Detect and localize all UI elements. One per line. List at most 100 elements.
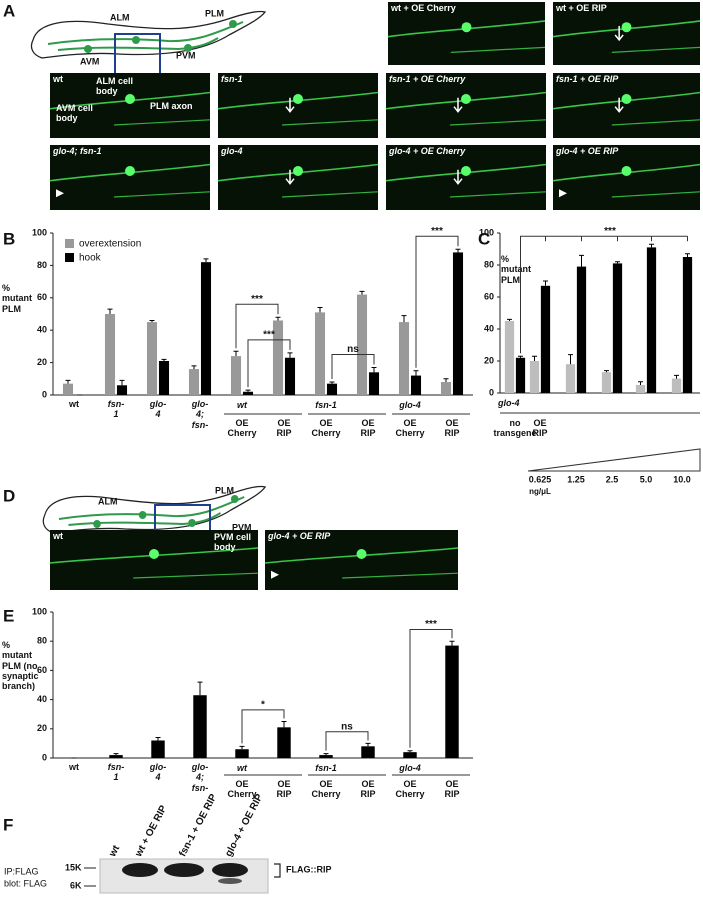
- image-annotation-box: PVM cell body: [214, 533, 252, 552]
- y-axis-label: % mutant PLM: [2, 283, 32, 314]
- x-tick-label-box: wt: [69, 762, 79, 772]
- x-tick-label-container: OE RIP: [431, 779, 473, 800]
- error-bar: [245, 389, 251, 392]
- error-bar: [413, 370, 419, 376]
- bar: [326, 383, 338, 395]
- y-tick-label: 100: [32, 606, 47, 616]
- bar: [62, 383, 74, 395]
- y-tick-label: 0: [42, 752, 47, 762]
- image-label: wt: [53, 532, 63, 541]
- y-axis-label-box: % mutant PLM: [2, 283, 32, 314]
- image-label-container: glo-4 + OE RIP: [268, 532, 455, 542]
- diagram-label: PLM: [215, 485, 234, 495]
- x-tick-label-box: glo-4; fsn-1: [191, 399, 209, 429]
- cell-body: [138, 511, 147, 519]
- panel-letter: B: [3, 229, 15, 248]
- bar: [671, 378, 682, 393]
- x-tick-label-box: no transgene: [493, 418, 536, 438]
- cell-body: [356, 549, 367, 559]
- significance-bracket: [409, 629, 453, 748]
- error-bar: [65, 379, 71, 384]
- axon: [342, 572, 459, 579]
- unit-label: ng/μL: [529, 487, 551, 496]
- bar: [565, 364, 576, 393]
- bar: [361, 746, 375, 758]
- x-tick-label-container: OE RIP: [263, 779, 305, 800]
- panel-letter: D: [3, 486, 15, 505]
- arrow: [285, 97, 295, 113]
- x-tick-label-box: OE Cherry: [389, 418, 431, 439]
- y-tick-label: 40: [484, 323, 494, 333]
- x-tick-label-container: OE Cherry: [389, 418, 431, 439]
- image-annotation-container: ALM cell body: [96, 77, 136, 97]
- axon: [264, 547, 459, 564]
- x-tick-label: glo-4; fsn-1: [191, 762, 209, 792]
- x-tick-label: OE RIP: [444, 779, 460, 800]
- y-tick-label: 0: [42, 389, 47, 399]
- x-tick-label-container: OE Cherry: [305, 418, 347, 439]
- x-tick-label-container: glo-4: [137, 399, 179, 420]
- band: [212, 863, 248, 877]
- error-bar: [443, 378, 449, 383]
- significance-bracket: [331, 354, 375, 380]
- bar: [109, 755, 123, 758]
- image-annotation-container: PLM axon: [150, 102, 205, 112]
- x-tick-label-box: glo-4: [150, 762, 167, 782]
- y-axis-label: % mutant PLM: [501, 254, 531, 285]
- group-label-box: fsn-1: [315, 400, 337, 410]
- x-tick-label-box: OE Cherry: [311, 779, 340, 799]
- image-label-container: glo-4 + OE RIP: [556, 147, 697, 157]
- error-bar: [149, 319, 155, 323]
- axon: [133, 572, 259, 579]
- image-label-box: fsn-1 + OE Cherry: [389, 75, 465, 84]
- panel-letter: C: [478, 229, 490, 248]
- image-label: wt: [53, 75, 63, 84]
- image-label: glo-4 + OE RIP: [556, 147, 619, 156]
- bar: [200, 262, 212, 395]
- image-label-container: fsn-1: [221, 75, 375, 85]
- x-tick-label-container: glo-4; fsn-1: [179, 762, 221, 792]
- image-label-box: glo-4 + OE RIP: [268, 532, 455, 542]
- x-tick-label-box: glo-4: [137, 399, 179, 420]
- error-bar: [113, 753, 119, 756]
- axon: [113, 191, 211, 198]
- diagram-label: PVM: [176, 50, 196, 60]
- y-tick-label: 80: [37, 636, 47, 646]
- group-label: glo-4: [498, 398, 520, 408]
- y-tick-label: 60: [484, 291, 494, 301]
- lane-label: fsn-1 + OE RIP: [177, 792, 219, 859]
- image-label-box: wt + OE RIP: [556, 4, 697, 14]
- bar: [612, 263, 623, 393]
- bar: [277, 727, 291, 758]
- image-label-container: wt + OE RIP: [556, 4, 697, 14]
- axon: [385, 163, 547, 182]
- x-tick-label: OE RIP: [360, 779, 376, 800]
- image-annotation: PVM cell body: [214, 533, 252, 552]
- x-tick-label-container: wt: [53, 399, 95, 409]
- significance-bracket: [241, 709, 285, 744]
- error-bar: [287, 352, 293, 358]
- x-tick-label: OE Cherry: [311, 418, 341, 439]
- error-bar: [161, 358, 167, 361]
- bar: [104, 314, 116, 395]
- image-label-container: glo-4; fsn-1: [53, 147, 207, 157]
- cell-body: [229, 20, 237, 28]
- cell-body: [184, 44, 192, 52]
- diagram-label: ALM: [98, 496, 118, 506]
- error-bar: [674, 374, 679, 379]
- x-tick-label-container: fsn-1: [95, 399, 137, 420]
- legend-label: hook: [79, 253, 102, 264]
- image-annotation-container: AVM cell body: [56, 104, 106, 124]
- cell-body: [132, 36, 140, 44]
- error-bar: [203, 258, 209, 263]
- x-tick-label: wt: [69, 399, 79, 409]
- error-bar: [543, 280, 548, 286]
- x-tick-label: glo-4; fsn-1: [191, 399, 209, 429]
- cell-body: [461, 22, 472, 33]
- arrowhead: [56, 189, 64, 198]
- image-label-container: fsn-1 + OE RIP: [556, 75, 697, 85]
- x-tick-label: 10.0: [673, 474, 691, 484]
- x-tick-label-container: OE RIP: [347, 418, 389, 439]
- significance-label: ns: [341, 721, 353, 732]
